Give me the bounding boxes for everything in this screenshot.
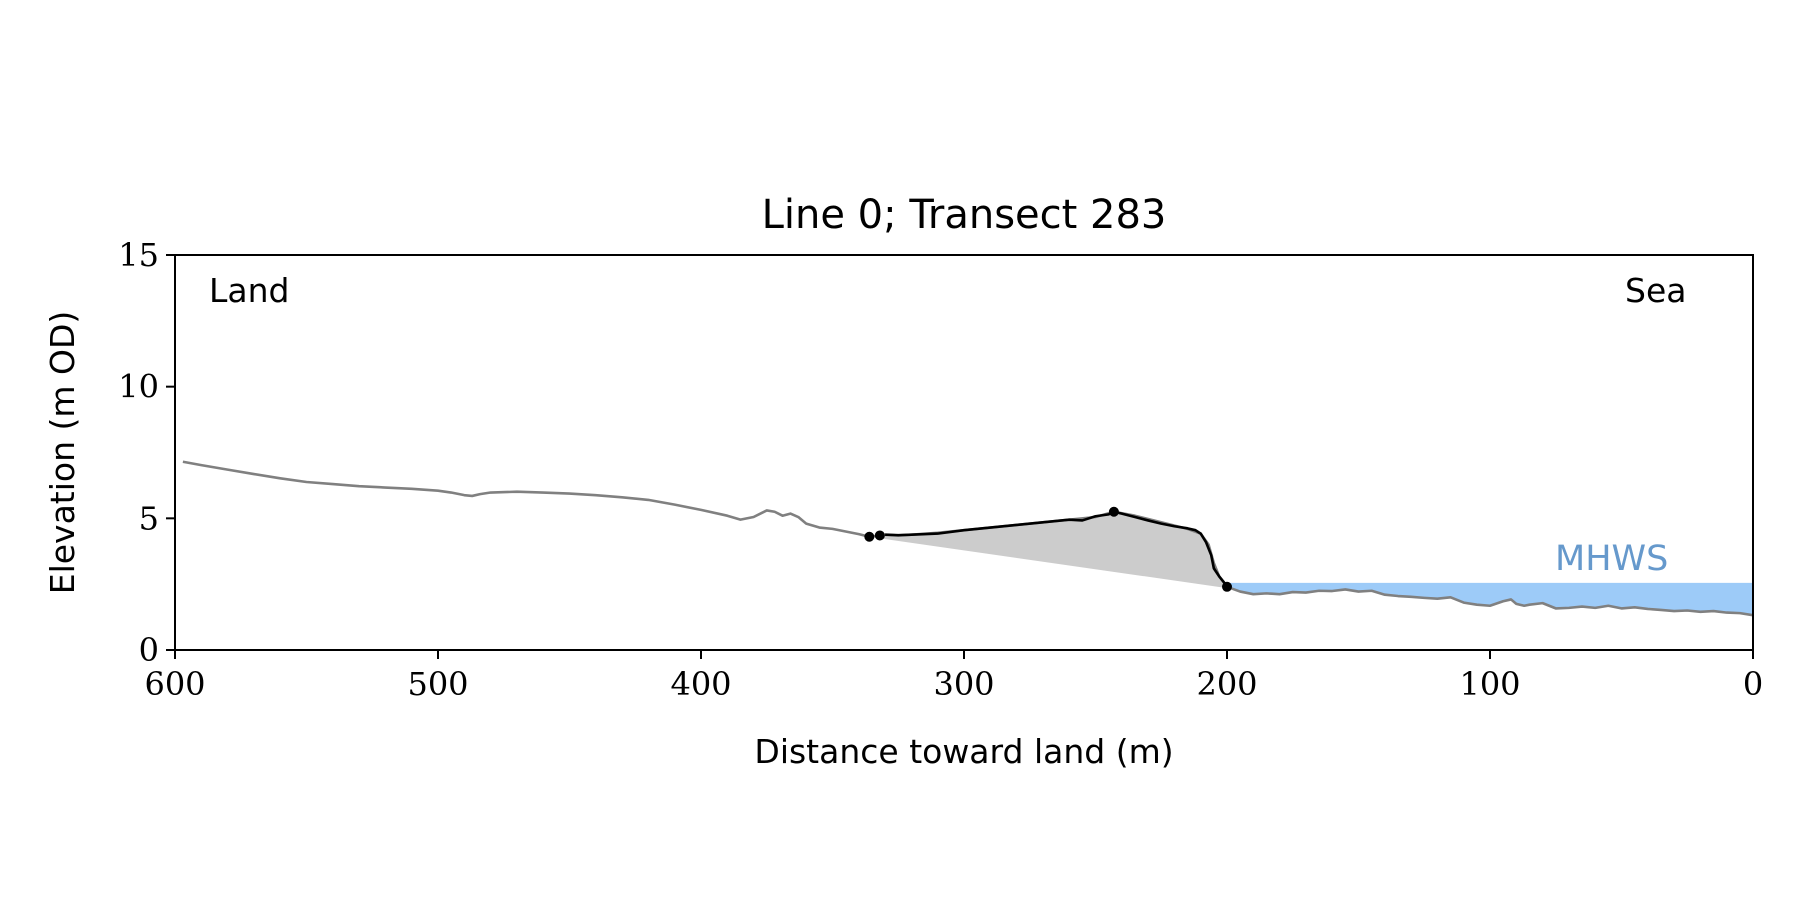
x-tick-label: 400 <box>670 665 731 703</box>
dune-marker-point <box>1222 581 1232 592</box>
x-tick-label: 600 <box>144 665 205 703</box>
land-annotation: Land <box>209 271 289 310</box>
y-tick-label: 15 <box>118 236 159 274</box>
y-tick-label: 0 <box>139 631 159 669</box>
mhws-annotation: MHWS <box>1555 539 1668 579</box>
dune-marker-point <box>864 531 875 542</box>
dune-marker-point <box>874 530 885 541</box>
sea-annotation: Sea <box>1625 271 1686 310</box>
y-axis-label: Elevation (m OD) <box>43 311 82 595</box>
chart-title: Line 0; Transect 283 <box>762 192 1167 238</box>
y-tick-label: 10 <box>118 368 159 406</box>
x-tick-label: 0 <box>1743 665 1763 703</box>
x-tick-label: 300 <box>933 665 994 703</box>
x-tick-label: 500 <box>407 665 468 703</box>
axes: 600 500 400 300 200 100 0 0 5 10 15 Line 0; Transec… <box>43 192 1763 771</box>
dune-volume-fill <box>869 511 1227 589</box>
x-tick-label: 100 <box>1459 665 1520 703</box>
x-axis-label: Distance toward land (m) <box>754 732 1173 771</box>
dune-marker-point <box>1108 506 1119 517</box>
y-tick-label: 5 <box>139 499 159 537</box>
plot-content <box>182 460 1753 617</box>
x-tick-label: 200 <box>1196 665 1257 703</box>
dune-crest-line <box>885 510 1229 588</box>
plot-area <box>182 460 1753 617</box>
